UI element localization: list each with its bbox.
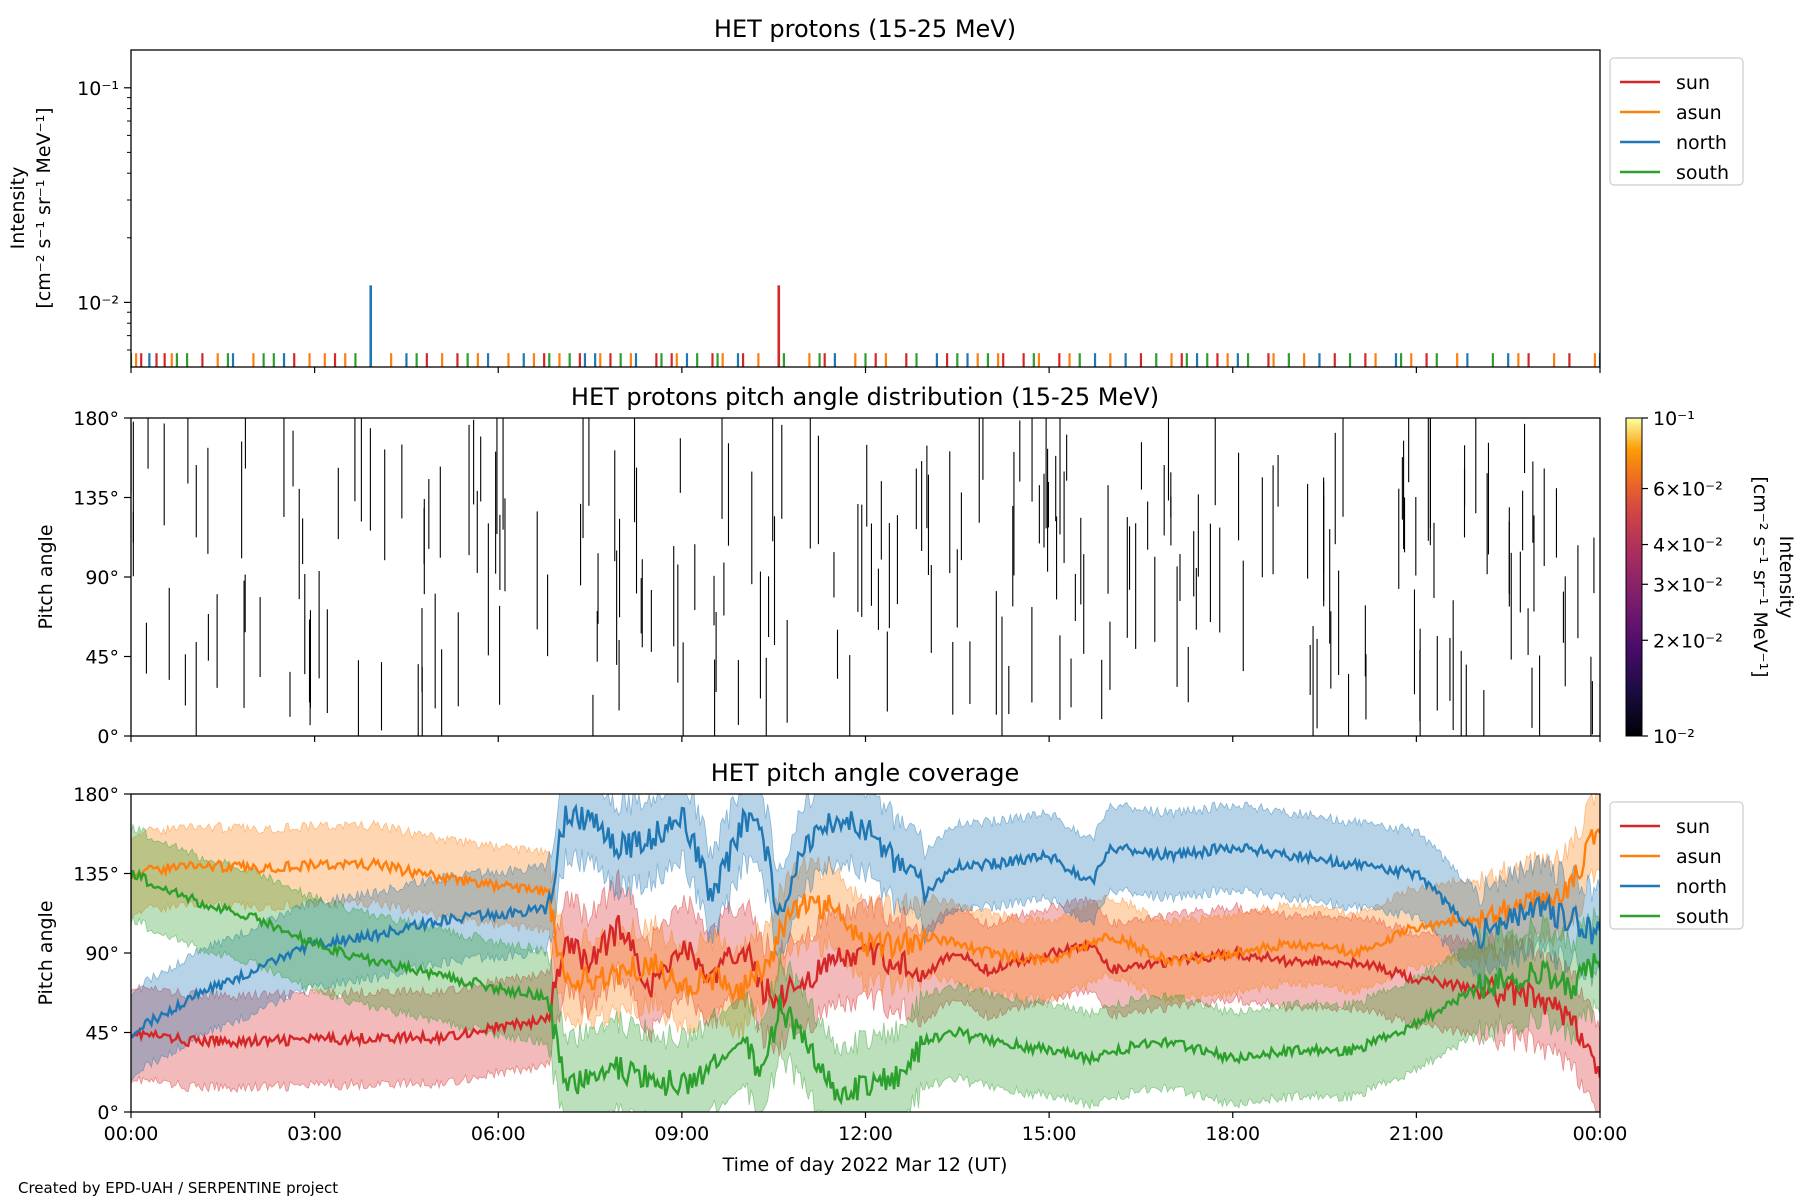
x-tick-label: 03:00 (287, 1123, 342, 1145)
panel3-ylabel: Pitch angle (35, 900, 57, 1005)
panel3-plot-area (131, 794, 1600, 1112)
y-tick-label: 45° (85, 1023, 119, 1045)
panel3-xlabel: Time of day 2022 Mar 12 (UT) (722, 1154, 1008, 1176)
series-line-north (131, 803, 1600, 1039)
x-tick-label: 15:00 (1022, 1123, 1077, 1145)
x-tick-label: 06:00 (471, 1123, 526, 1145)
panel1-ylabel-line2: [cm⁻² s⁻¹ sr⁻¹ MeV⁻¹] (33, 107, 55, 308)
x-tick-label: 00:00 (1573, 1123, 1628, 1145)
panel3-title: HET pitch angle coverage (711, 759, 1019, 787)
legend-label-sun: sun (1676, 816, 1710, 838)
panel1-title: HET protons (15-25 MeV) (714, 15, 1016, 43)
x-tick-label: 12:00 (838, 1123, 893, 1145)
colorbar-ticks: 10⁻² 2×10⁻² 3×10⁻² 4×10⁻² 6×10⁻² 10⁻¹ (1642, 408, 1723, 748)
panel1-plot-area (131, 285, 1600, 367)
y-tick-label: 90° (85, 567, 119, 589)
x-tick-label: 09:00 (654, 1123, 709, 1145)
panel1-axes-frame (130, 49, 1601, 368)
cbar-tick-label: 6×10⁻² (1653, 479, 1723, 501)
y-tick-label: 135° (73, 864, 119, 886)
panel3-axes: 00:00 03:00 06:00 09:00 12:00 15:00 18:00 21:00… (73, 784, 1627, 1145)
panel1-legend: sun asun north south (1609, 57, 1744, 186)
series-line-south (131, 868, 1600, 1106)
y-tick-label: 135° (73, 488, 119, 510)
legend-label-north: north (1676, 876, 1727, 898)
panel-pitch-angle-coverage: HET pitch angle coverage 00:00 03:00 06:00… (35, 759, 1744, 1176)
panel3-legend: sun asun north south (1609, 801, 1744, 930)
colorbar-label-line2: [cm⁻² s⁻¹ sr⁻¹ MeV⁻¹] (1749, 476, 1771, 677)
panel1-axes: 10⁻² 10⁻¹ (77, 78, 1601, 373)
legend-label-asun: asun (1676, 846, 1722, 868)
band-south (131, 824, 1600, 1112)
x-tick-label: 21:00 (1389, 1123, 1444, 1145)
y-tick-label: 0° (97, 726, 119, 748)
band-asun (131, 794, 1600, 1040)
legend-label-south: south (1676, 906, 1729, 928)
x-tick-label: 00:00 (104, 1123, 159, 1145)
panel2-plot-area (131, 418, 1595, 736)
cbar-tick-label: 3×10⁻² (1653, 574, 1723, 596)
legend-label-north: north (1676, 132, 1727, 154)
y-tick-label: 180° (73, 784, 119, 806)
y-tick-label: 45° (85, 647, 119, 669)
band-north (131, 794, 1600, 1081)
cbar-tick-label: 2×10⁻² (1653, 630, 1723, 652)
footer-credit: Created by EPD-UAH / SERPENTINE project (18, 1179, 338, 1197)
panel-intensity: HET protons (15-25 MeV) 10⁻² 10⁻¹ Intensi… (7, 15, 1744, 373)
legend-label-south: south (1676, 162, 1729, 184)
panel-pitch-angle-distribution: HET protons pitch angle distribution (15… (35, 383, 1797, 748)
legend-label-sun: sun (1676, 72, 1710, 94)
cbar-tick-label: 4×10⁻² (1653, 535, 1723, 557)
x-tick-label: 18:00 (1205, 1123, 1260, 1145)
panel2-ylabel: Pitch angle (35, 524, 57, 629)
legend-frame (1609, 57, 1744, 186)
cbar-tick-label: 10⁻² (1653, 726, 1695, 748)
y-tick-label: 180° (73, 408, 119, 430)
legend-frame (1609, 801, 1744, 930)
panel2-axes-frame (130, 417, 1601, 737)
cbar-tick-label: 10⁻¹ (1653, 408, 1695, 430)
y-tick-label: 0° (97, 1102, 119, 1124)
y-tick-label: 90° (85, 943, 119, 965)
colorbar (1625, 417, 1643, 737)
legend-label-asun: asun (1676, 102, 1722, 124)
panel2-axes: 0° 45° 90° 135° 180° (73, 408, 1601, 748)
y-tick-label: 10⁻¹ (77, 78, 119, 100)
y-tick-label: 10⁻² (77, 292, 119, 314)
panel1-ylabel-line1: Intensity (7, 167, 29, 250)
panel2-title: HET protons pitch angle distribution (15… (571, 383, 1159, 411)
colorbar-label-line1: Intensity (1775, 536, 1797, 619)
series-line-asun (131, 827, 1600, 1003)
